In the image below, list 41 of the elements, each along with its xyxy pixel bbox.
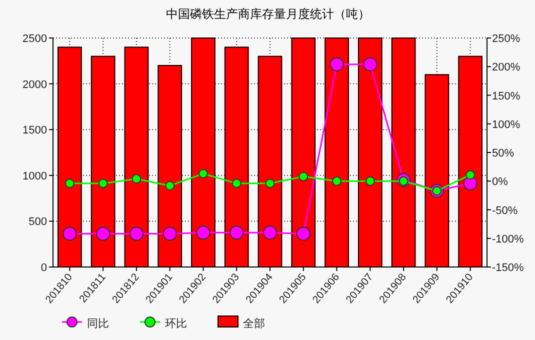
point xyxy=(232,178,242,188)
y-tick-label: 500 xyxy=(28,216,47,228)
y2-tick-label: -150% xyxy=(492,262,524,274)
y2-tick-label: 50% xyxy=(492,148,514,160)
y2-tick-label: 200% xyxy=(492,62,520,74)
point xyxy=(332,176,342,186)
point xyxy=(363,57,378,72)
point xyxy=(64,178,74,188)
point xyxy=(463,176,478,190)
point xyxy=(162,226,177,241)
point xyxy=(198,168,208,178)
legend-label: 环比 xyxy=(165,317,187,330)
point xyxy=(230,226,244,240)
y2-tick-label: 100% xyxy=(492,118,520,131)
legend-label: 同比 xyxy=(87,317,109,330)
point xyxy=(165,181,175,190)
y2-tick-label: 250% xyxy=(492,33,520,45)
point xyxy=(98,178,108,188)
point xyxy=(298,172,308,182)
point xyxy=(196,226,210,240)
y-tick-label: 2500 xyxy=(22,33,47,45)
legend-label: 全部 xyxy=(243,317,265,330)
point xyxy=(132,174,142,184)
y2-tick-label: -100% xyxy=(492,233,524,246)
point xyxy=(265,178,275,188)
y-tick-label: 0 xyxy=(40,262,47,274)
point xyxy=(129,226,144,241)
y2-tick-label: -50% xyxy=(492,204,518,217)
point xyxy=(330,57,344,72)
y-tick-label: 2000 xyxy=(22,78,47,91)
chart-title: 中国磷铁生产商库存量月度统计（吨） xyxy=(166,7,370,21)
point xyxy=(365,176,375,186)
y-tick-label: 1500 xyxy=(22,124,47,137)
y2-tick-label: 0% xyxy=(492,176,508,188)
point xyxy=(62,226,77,241)
point xyxy=(263,226,277,240)
y2-tick-label: 150% xyxy=(492,90,520,102)
point xyxy=(96,226,110,241)
y-tick-label: 1000 xyxy=(22,170,47,182)
point xyxy=(296,226,310,241)
point xyxy=(466,170,476,180)
